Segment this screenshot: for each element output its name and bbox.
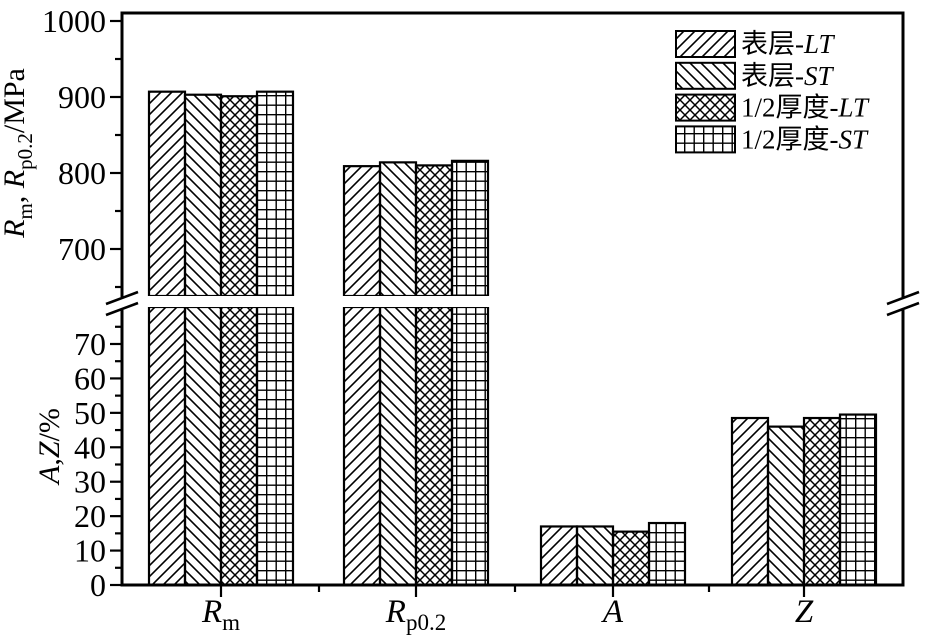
- legend-label: 表层-LT: [741, 29, 835, 59]
- x-category-label-Rp0.2: Rp0.2: [385, 594, 446, 635]
- bars-group: [147, 90, 878, 587]
- axis-break-slash-right-2: [886, 301, 920, 317]
- legend-swatch-diag-forward: [675, 30, 736, 58]
- legend-swatch-grid: [675, 125, 736, 154]
- legend-label: 1/2厚度-ST: [741, 124, 869, 154]
- bar-Rp0.2-series1-upper: [378, 161, 418, 298]
- bar-Z-series3: [838, 413, 878, 587]
- legend-item-0: 表层-LT: [675, 29, 835, 59]
- bar-Rp0.2-series3-lower: [450, 305, 490, 587]
- legend-label: 表层-ST: [741, 61, 835, 91]
- bar-Rm-series0-upper: [147, 90, 187, 298]
- bar-A-series1: [575, 525, 615, 587]
- bar-A-series0: [539, 525, 579, 587]
- bottom-axis-tick-label: 20: [74, 498, 106, 534]
- top-axis-tick-label: 800: [58, 155, 106, 191]
- legend-label: 1/2厚度-LT: [741, 93, 870, 123]
- bar-Z-series0: [730, 416, 770, 587]
- axis-break-slash-left-2: [105, 301, 139, 317]
- axis-break-band: [124, 296, 901, 307]
- legend-swatch-diag-back: [675, 61, 736, 90]
- x-category-label-Z: Z: [795, 594, 814, 630]
- bottom-y-axis-title: A,Z/%: [33, 408, 66, 486]
- top-y-axis-title: Rm, Rp0.2/MPa: [0, 68, 37, 239]
- bar-Z-series1: [766, 425, 806, 587]
- bar-Rp0.2-series0-upper: [342, 165, 382, 298]
- bar-Rm-series1-upper: [183, 93, 223, 298]
- bar-Rp0.2-series0-lower: [342, 305, 382, 587]
- bottom-axis-tick-label: 70: [74, 326, 106, 362]
- bar-Rm-series3-upper: [255, 90, 295, 298]
- axis-break-gap-right: [899, 297, 907, 310]
- tick-marks: [110, 19, 806, 597]
- axis-break-gap-left: [118, 297, 126, 310]
- bar-Rp0.2-series3-upper: [450, 159, 490, 298]
- legend-swatch-crosshatch: [675, 93, 736, 122]
- x-category-label-Rm: Rm: [201, 594, 240, 635]
- legend-item-2: 1/2厚度-LT: [675, 93, 870, 123]
- bar-Rp0.2-series1-lower: [378, 305, 418, 587]
- bar-Z-series2: [802, 416, 842, 587]
- axis-break-slash-left-1: [105, 290, 139, 306]
- top-axis-tick-label: 700: [58, 231, 106, 267]
- x-category-label-A: A: [601, 594, 624, 630]
- bottom-axis-tick-label: 40: [74, 429, 106, 465]
- bar-Rm-series2-upper: [219, 95, 259, 298]
- bar-Rm-series2-lower: [219, 305, 259, 587]
- bottom-axis-tick-label: 10: [74, 533, 106, 569]
- bar-Rm-series0-lower: [147, 305, 187, 587]
- bar-Rp0.2-series2-upper: [414, 164, 454, 298]
- top-axis-tick-label: 900: [58, 79, 106, 115]
- bottom-axis-tick-label: 50: [74, 395, 106, 431]
- top-axis-tick-label: 1000: [42, 3, 106, 39]
- axis-break-slash-right-1: [886, 290, 920, 306]
- bar-Rm-series3-lower: [255, 305, 295, 587]
- bottom-axis-tick-label: 60: [74, 360, 106, 396]
- bar-Rm-series1-lower: [183, 305, 223, 587]
- bar-A-series3: [647, 521, 687, 587]
- bar-Rp0.2-series2-lower: [414, 305, 454, 587]
- bar-A-series2: [611, 530, 651, 587]
- bottom-axis-tick-label: 30: [74, 464, 106, 500]
- bottom-axis-tick-label: 0: [90, 567, 106, 603]
- legend-item-1: 表层-ST: [675, 61, 835, 91]
- legend-item-3: 1/2厚度-ST: [675, 124, 869, 154]
